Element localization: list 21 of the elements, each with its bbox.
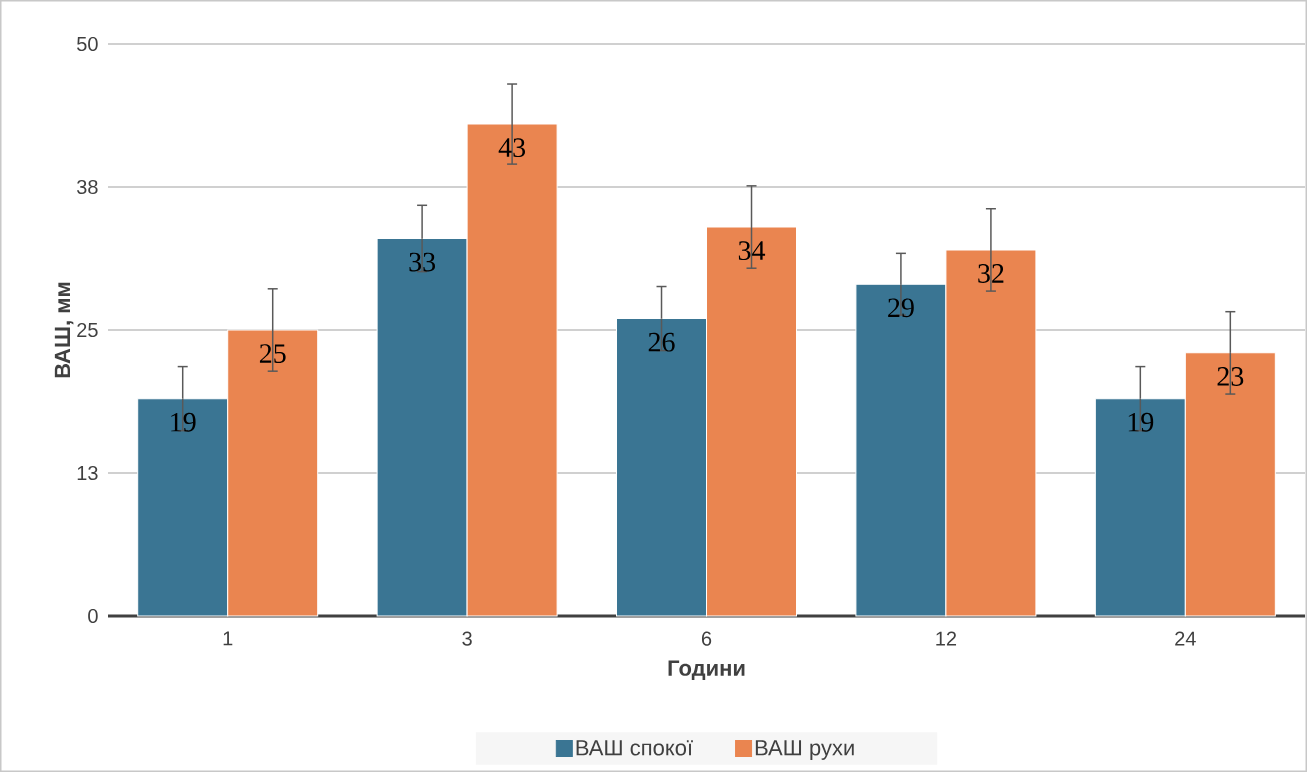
y-tick-label: 13 <box>77 465 98 481</box>
data-label: 29 <box>888 298 914 318</box>
x-tick-label: 24 <box>1175 631 1196 646</box>
y-tick-label: 38 <box>77 179 98 195</box>
legend-label: ВАШ спокої <box>576 740 693 756</box>
y-tick-label: 0 <box>88 608 98 624</box>
y-tick-label: 50 <box>77 36 98 52</box>
x-axis-title: Години <box>668 660 745 681</box>
data-label: 19 <box>171 412 196 432</box>
x-tick-label: 1 <box>223 631 233 646</box>
data-label: 26 <box>648 332 675 352</box>
data-label: 32 <box>978 264 1004 283</box>
legend-label: ВАШ рухи <box>755 740 854 760</box>
y-axis-title: ВАШ, мм <box>54 282 74 378</box>
data-label: 33 <box>409 252 436 272</box>
data-label: 43 <box>498 138 526 158</box>
x-tick-label: 6 <box>701 631 712 646</box>
data-label: 19 <box>1128 412 1154 432</box>
x-tick-label: 12 <box>936 631 957 646</box>
x-tick-label: 3 <box>462 631 472 646</box>
y-tick-label: 25 <box>77 322 98 338</box>
